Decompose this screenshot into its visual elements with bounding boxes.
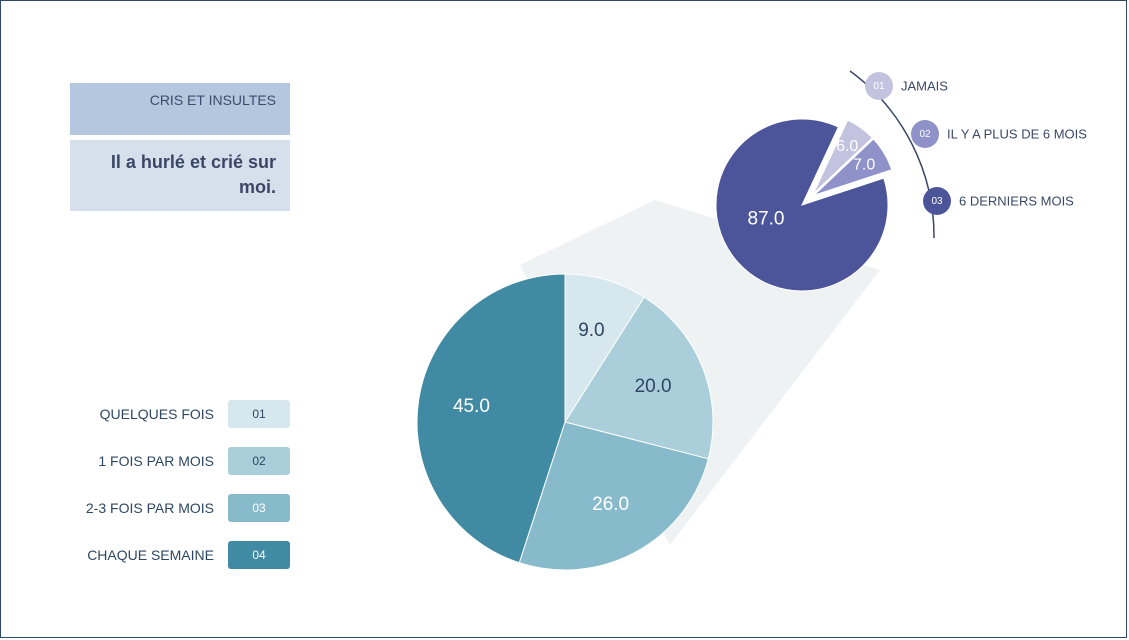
small-pie: 6.0 7.0 87.0: [715, 117, 895, 292]
legend-recency: 01 JAMAIS 02 IL Y A PLUS DE 6 MOIS 03 6 DERNI…: [865, 72, 1087, 215]
pie-slice-label: 20.0: [635, 376, 672, 397]
pie-slice: [518, 421, 709, 571]
legend-item-badge-number: 01: [873, 81, 885, 92]
legend-item-label: QUELQUES FOIS: [99, 406, 214, 422]
legend-item-label: 2-3 FOIS PAR MOIS: [85, 500, 214, 516]
category-label: CRIS ET INSULTES: [70, 83, 290, 135]
legend-item-badge: 04: [228, 541, 290, 569]
pie-slice: [564, 273, 645, 424]
main-pie: 9.0 20.0 26.0 45.0: [416, 273, 714, 571]
legend-item-badge: [865, 72, 893, 100]
legend-item-badge: 02: [228, 447, 290, 475]
legend-item-label: IL Y A PLUS DE 6 MOIS: [947, 126, 1087, 141]
legend-item-badge: [923, 187, 951, 215]
pie-slice-label: 45.0: [453, 396, 490, 417]
legend-item-badge-number: 03: [931, 196, 943, 207]
pie-slice: [715, 118, 889, 292]
pie-slice-label: 9.0: [578, 320, 604, 341]
legend-item: 01 JAMAIS: [865, 72, 948, 100]
legend-frequency: QUELQUES FOIS 01 1 FOIS PAR MOIS 02 2-3 …: [40, 400, 290, 588]
legend-item-badge: 01: [228, 400, 290, 428]
legend-item: 1 FOIS PAR MOIS 02: [40, 447, 290, 475]
pie-slice: [416, 273, 566, 564]
pie-slice-label: 26.0: [592, 494, 629, 515]
legend-item-label: CHAQUE SEMAINE: [87, 547, 214, 563]
legend-item-label: 1 FOIS PAR MOIS: [98, 453, 214, 469]
legend-item: 03 6 DERNIERS MOIS: [923, 187, 1074, 215]
legend-item: 2-3 FOIS PAR MOIS 03: [40, 494, 290, 522]
legend-item-badge: 03: [228, 494, 290, 522]
legend-item: CHAQUE SEMAINE 04: [40, 541, 290, 569]
legend-item-badge: [911, 120, 939, 148]
legend-item-badge-number: 02: [919, 129, 931, 140]
pie-slice-label: 7.0: [853, 157, 875, 174]
legend-item-label: 6 DERNIERS MOIS: [959, 193, 1074, 208]
legend-item: 02 IL Y A PLUS DE 6 MOIS: [911, 120, 1087, 148]
legend-item-label: JAMAIS: [901, 78, 948, 93]
question-text: Il a hurlé et crié sur moi.: [70, 140, 290, 211]
pie-slice-label: 6.0: [836, 138, 858, 155]
pie-slice-label: 87.0: [748, 208, 785, 229]
legend-item: QUELQUES FOIS 01: [40, 400, 290, 428]
pie-slice: [564, 296, 714, 460]
question-card: CRIS ET INSULTES Il a hurlé et crié sur …: [70, 83, 290, 211]
pie-slice: [810, 136, 895, 199]
